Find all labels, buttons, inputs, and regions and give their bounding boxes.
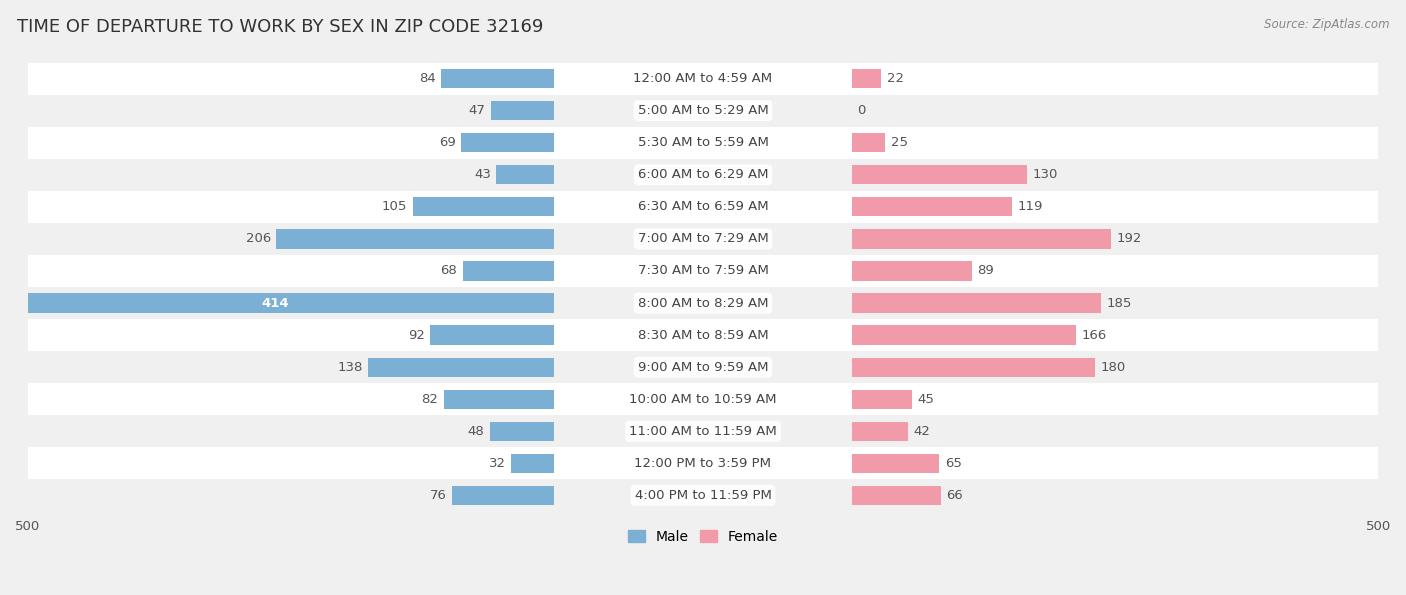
Text: 84: 84 bbox=[419, 72, 436, 85]
Text: 42: 42 bbox=[914, 425, 931, 438]
Text: 68: 68 bbox=[440, 264, 457, 277]
Bar bbox=[28, 351, 1378, 383]
Bar bbox=[430, 325, 554, 345]
Text: 192: 192 bbox=[1116, 233, 1142, 245]
Bar bbox=[0, 293, 554, 312]
Bar bbox=[451, 486, 554, 505]
Text: 69: 69 bbox=[439, 136, 456, 149]
Text: 105: 105 bbox=[382, 201, 408, 214]
Text: 89: 89 bbox=[977, 264, 994, 277]
Bar bbox=[852, 325, 1076, 345]
Bar bbox=[441, 69, 554, 88]
Text: 4:00 PM to 11:59 PM: 4:00 PM to 11:59 PM bbox=[634, 489, 772, 502]
Text: 10:00 AM to 10:59 AM: 10:00 AM to 10:59 AM bbox=[630, 393, 776, 406]
Legend: Male, Female: Male, Female bbox=[623, 524, 783, 549]
Text: 414: 414 bbox=[262, 296, 288, 309]
Bar bbox=[852, 358, 1095, 377]
Bar bbox=[461, 133, 554, 152]
Bar bbox=[368, 358, 554, 377]
Text: Source: ZipAtlas.com: Source: ZipAtlas.com bbox=[1264, 18, 1389, 31]
Text: 48: 48 bbox=[467, 425, 484, 438]
Text: 12:00 PM to 3:59 PM: 12:00 PM to 3:59 PM bbox=[634, 457, 772, 470]
Bar bbox=[28, 415, 1378, 447]
Text: 43: 43 bbox=[474, 168, 491, 181]
Text: 6:30 AM to 6:59 AM: 6:30 AM to 6:59 AM bbox=[638, 201, 768, 214]
Text: 7:00 AM to 7:29 AM: 7:00 AM to 7:29 AM bbox=[638, 233, 768, 245]
Bar bbox=[852, 229, 1111, 249]
Text: 45: 45 bbox=[918, 393, 935, 406]
Bar bbox=[496, 165, 554, 184]
Text: 5:30 AM to 5:59 AM: 5:30 AM to 5:59 AM bbox=[637, 136, 769, 149]
Bar bbox=[852, 390, 912, 409]
Text: 76: 76 bbox=[429, 489, 446, 502]
Text: 11:00 AM to 11:59 AM: 11:00 AM to 11:59 AM bbox=[628, 425, 778, 438]
Bar bbox=[28, 447, 1378, 480]
Bar bbox=[28, 191, 1378, 223]
Text: 92: 92 bbox=[408, 328, 425, 342]
Bar bbox=[852, 486, 941, 505]
Text: 6:00 AM to 6:29 AM: 6:00 AM to 6:29 AM bbox=[638, 168, 768, 181]
Bar bbox=[28, 159, 1378, 191]
Bar bbox=[28, 95, 1378, 127]
Bar bbox=[491, 101, 554, 120]
Text: 7:30 AM to 7:59 AM: 7:30 AM to 7:59 AM bbox=[637, 264, 769, 277]
Bar bbox=[28, 319, 1378, 351]
Bar bbox=[276, 229, 554, 249]
Text: 185: 185 bbox=[1107, 296, 1132, 309]
Bar bbox=[852, 133, 886, 152]
Text: 8:00 AM to 8:29 AM: 8:00 AM to 8:29 AM bbox=[638, 296, 768, 309]
Text: 47: 47 bbox=[468, 104, 485, 117]
Bar bbox=[28, 287, 1378, 319]
Bar bbox=[412, 197, 554, 217]
Bar bbox=[28, 223, 1378, 255]
Text: 66: 66 bbox=[946, 489, 963, 502]
Bar bbox=[489, 422, 554, 441]
Bar bbox=[28, 383, 1378, 415]
Text: 25: 25 bbox=[891, 136, 908, 149]
Text: 130: 130 bbox=[1032, 168, 1057, 181]
Text: 9:00 AM to 9:59 AM: 9:00 AM to 9:59 AM bbox=[638, 361, 768, 374]
Bar bbox=[852, 261, 972, 281]
Text: 180: 180 bbox=[1099, 361, 1125, 374]
Bar bbox=[512, 453, 554, 473]
Text: 32: 32 bbox=[489, 457, 506, 470]
Bar bbox=[852, 422, 908, 441]
Bar bbox=[852, 69, 882, 88]
Text: TIME OF DEPARTURE TO WORK BY SEX IN ZIP CODE 32169: TIME OF DEPARTURE TO WORK BY SEX IN ZIP … bbox=[17, 18, 543, 36]
Bar bbox=[852, 293, 1101, 312]
Text: 119: 119 bbox=[1018, 201, 1043, 214]
Text: 22: 22 bbox=[887, 72, 904, 85]
Bar bbox=[852, 197, 1012, 217]
Text: 0: 0 bbox=[858, 104, 865, 117]
Bar bbox=[28, 62, 1378, 95]
Text: 138: 138 bbox=[337, 361, 363, 374]
Bar bbox=[852, 165, 1028, 184]
Text: 5:00 AM to 5:29 AM: 5:00 AM to 5:29 AM bbox=[638, 104, 768, 117]
Bar bbox=[28, 255, 1378, 287]
Text: 166: 166 bbox=[1081, 328, 1107, 342]
Text: 206: 206 bbox=[246, 233, 271, 245]
Bar bbox=[28, 480, 1378, 511]
Bar bbox=[852, 453, 939, 473]
Bar bbox=[444, 390, 554, 409]
Text: 82: 82 bbox=[422, 393, 439, 406]
Text: 8:30 AM to 8:59 AM: 8:30 AM to 8:59 AM bbox=[638, 328, 768, 342]
Bar bbox=[28, 127, 1378, 159]
Text: 65: 65 bbox=[945, 457, 962, 470]
Text: 12:00 AM to 4:59 AM: 12:00 AM to 4:59 AM bbox=[634, 72, 772, 85]
Bar bbox=[463, 261, 554, 281]
